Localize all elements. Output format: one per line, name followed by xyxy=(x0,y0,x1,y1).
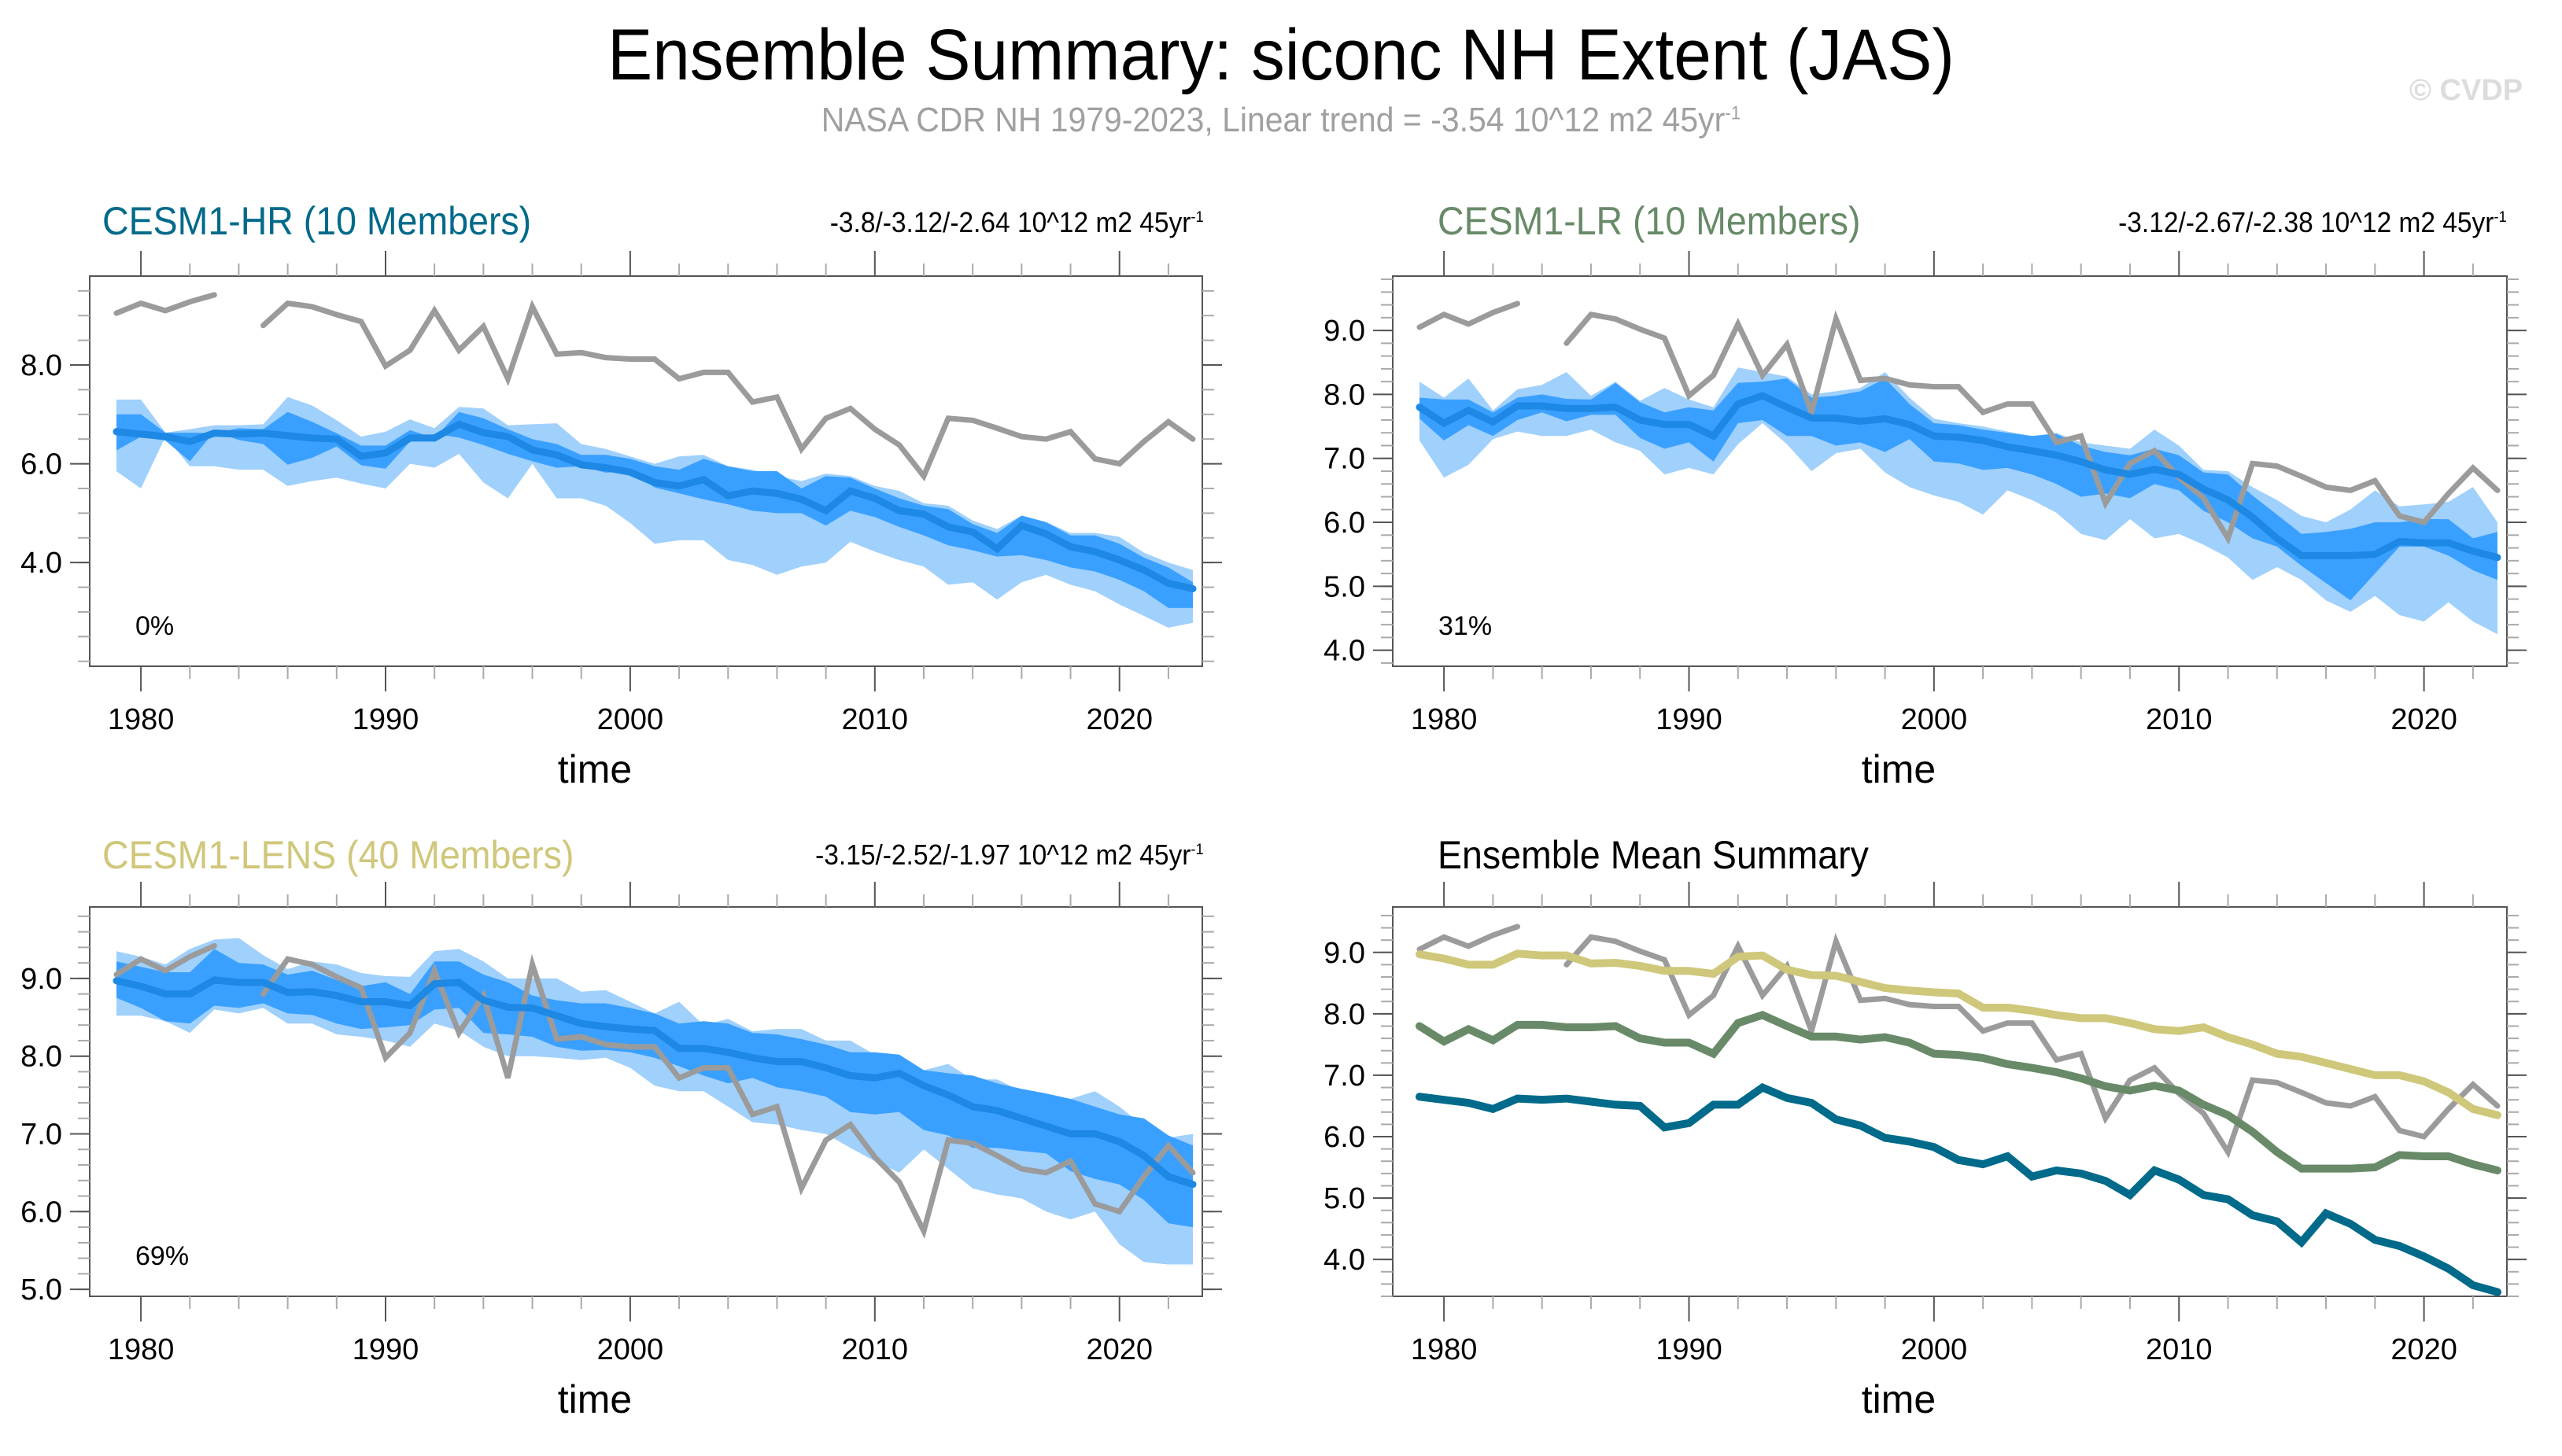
y-tick-label: 7.0 xyxy=(20,1119,62,1152)
x-tick-label: 2010 xyxy=(842,1333,909,1366)
panel-hr: 4.0 6.0 8.0 1980 1990 2000 2010 2020 time 0% xyxy=(20,251,1222,791)
ensemble-mean-line xyxy=(1416,392,2501,562)
x-tick-label: 1990 xyxy=(353,703,419,736)
obs-line xyxy=(113,292,217,316)
x-tick-label: 2020 xyxy=(1086,703,1153,736)
subtitle: NASA CDR NH 1979-2023, Linear trend = -3… xyxy=(90,101,2472,140)
x-tick-label: 2010 xyxy=(842,703,909,736)
series-line-cesm1-hr xyxy=(1416,1082,2501,1296)
trend-value: -3.12/-2.67/-2.38 10^12 m2 45yr xyxy=(2118,206,2494,238)
trend-value: -3.15/-2.52/-1.97 10^12 m2 45yr xyxy=(815,839,1191,871)
panel-mean: 4.0 5.0 6.0 7.0 8.0 9.0 1980 1990 2000 2010 2020 ti… xyxy=(1323,882,2527,1421)
x-axis-title: time xyxy=(1862,1377,1936,1421)
ensemble-mean-line xyxy=(113,976,1197,1189)
x-tick-label: 1980 xyxy=(1411,1333,1478,1366)
subtitle-text: NASA CDR NH 1979-2023, Linear trend = -3… xyxy=(821,101,1726,139)
y-tick-label: 9.0 xyxy=(20,963,62,996)
series-line-cesm1-lr xyxy=(1416,1011,2501,1174)
y-tick-label: 6.0 xyxy=(1323,1121,1365,1154)
x-tick-label: 1990 xyxy=(1656,1333,1722,1366)
inner-range-band xyxy=(1419,378,2497,601)
obs-line xyxy=(113,942,217,978)
y-tick-label: 6.0 xyxy=(20,448,62,481)
obs-line xyxy=(1563,310,2501,545)
main-title: Ensemble Summary: siconc NH Extent (JAS) xyxy=(607,15,1955,95)
x-tick-label: 2020 xyxy=(1086,1333,1153,1366)
x-tick-label: 1990 xyxy=(1656,703,1722,736)
y-tick-label: 8.0 xyxy=(1323,998,1365,1031)
y-tick-label: 8.0 xyxy=(20,349,62,382)
percent-label: 69% xyxy=(135,1241,189,1271)
obs-line xyxy=(260,953,1196,1239)
y-tick-label: 5.0 xyxy=(1323,1182,1365,1215)
x-tick-label: 2000 xyxy=(1901,1333,1968,1366)
inner-range-band xyxy=(116,411,1193,608)
trend-exponent: -1 xyxy=(2494,208,2507,226)
subtitle-exponent: -1 xyxy=(1725,102,1741,124)
y-tick-label: 9.0 xyxy=(1323,937,1365,970)
y-tick-label: 6.0 xyxy=(1323,507,1365,540)
series-line-cesm1-lens xyxy=(1416,949,2501,1119)
percent-label: 0% xyxy=(135,611,174,641)
obs-line xyxy=(1416,923,1521,953)
y-tick-label: 4.0 xyxy=(1323,635,1365,668)
y-tick-label: 6.0 xyxy=(20,1196,62,1229)
ensemble-mean-line xyxy=(113,420,1197,592)
y-tick-label: 8.0 xyxy=(20,1041,62,1074)
x-tick-label: 2010 xyxy=(2146,1333,2213,1366)
x-tick-label: 2010 xyxy=(2146,703,2213,736)
panel-title-hr: CESM1-HR (10 Members) xyxy=(102,199,532,243)
y-tick-label: 4.0 xyxy=(1323,1244,1365,1277)
x-tick-label: 2000 xyxy=(597,1333,664,1366)
y-tick-label: 8.0 xyxy=(1323,378,1365,411)
x-tick-label: 2020 xyxy=(2390,703,2457,736)
y-tick-label: 7.0 xyxy=(1323,443,1365,476)
trend-text-hr: -3.8/-3.12/-2.64 10^12 m2 45yr-1 xyxy=(830,206,1204,239)
panel-title-mean: Ensemble Mean Summary xyxy=(1438,833,1869,877)
x-tick-label: 1980 xyxy=(108,703,175,736)
inner-range-band xyxy=(116,949,1193,1228)
watermark: © CVDP xyxy=(2409,74,2523,107)
percent-label: 31% xyxy=(1438,611,1492,641)
y-tick-label: 5.0 xyxy=(1323,570,1365,603)
obs-line xyxy=(1563,932,2501,1159)
x-axis-title: time xyxy=(558,747,632,791)
trend-exponent: -1 xyxy=(1191,208,1204,226)
x-tick-label: 1980 xyxy=(108,1333,175,1366)
trend-text-lens: -3.15/-2.52/-1.97 10^12 m2 45yr-1 xyxy=(815,839,1204,872)
trend-exponent: -1 xyxy=(1191,841,1204,858)
obs-line xyxy=(260,299,1196,482)
y-tick-label: 7.0 xyxy=(1323,1060,1365,1093)
x-tick-label: 1980 xyxy=(1411,703,1478,736)
x-tick-label: 2000 xyxy=(597,703,664,736)
panel-title-lens: CESM1-LENS (40 Members) xyxy=(102,833,574,877)
x-axis-title: time xyxy=(558,1377,632,1421)
obs-line xyxy=(1416,300,1521,330)
trend-value: -3.8/-3.12/-2.64 10^12 m2 45yr xyxy=(829,206,1191,238)
x-tick-label: 1990 xyxy=(353,1333,419,1366)
y-tick-label: 9.0 xyxy=(1323,315,1365,348)
x-tick-label: 2000 xyxy=(1901,703,1968,736)
y-tick-label: 5.0 xyxy=(20,1274,62,1307)
y-tick-label: 4.0 xyxy=(20,547,62,580)
panel-lens: 5.0 6.0 7.0 8.0 9.0 1980 1990 2000 2010 2020 time 6… xyxy=(20,882,1222,1421)
panel-lr: 4.0 5.0 6.0 7.0 8.0 9.0 1980 1990 2000 2010 2020 ti… xyxy=(1323,251,2527,791)
trend-text-lr: -3.12/-2.67/-2.38 10^12 m2 45yr-1 xyxy=(2118,206,2507,239)
x-tick-label: 2020 xyxy=(2390,1333,2457,1366)
panel-title-lr: CESM1-LR (10 Members) xyxy=(1438,199,1861,243)
x-axis-title: time xyxy=(1862,747,1936,791)
